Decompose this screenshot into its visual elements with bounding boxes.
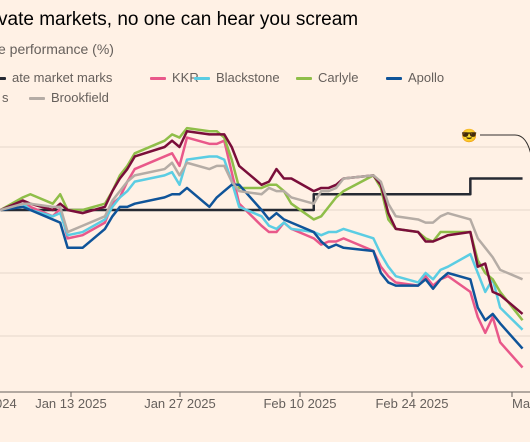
x-axis-ticks: 024 Jan 13 2025 Jan 27 2025 Feb 10 2025 Feb … [0, 392, 530, 411]
legend-swatch [29, 97, 45, 101]
annotation: 😎 [461, 128, 530, 153]
annotation-connector [480, 134, 530, 153]
x-tick-label: Jan 13 2025 [35, 396, 107, 411]
legend-item: Brookfield [29, 90, 109, 105]
legend-swatch [194, 77, 210, 81]
sunglasses-emoji: 😎 [461, 128, 477, 143]
x-tick-label: Feb 24 2025 [375, 396, 448, 411]
series-lines [0, 126, 524, 369]
x-tick-label: Feb 10 2025 [263, 396, 336, 411]
legend-label: Apollo [408, 70, 445, 85]
legend-label: s [2, 90, 9, 105]
legend-swatch [296, 77, 312, 81]
legend-item: ate market marks [0, 70, 112, 85]
legend-label: Brookfield [51, 90, 109, 105]
series-line [0, 136, 524, 369]
legend-label: Blackstone [216, 70, 280, 85]
legend-item: Blackstone [194, 70, 280, 85]
legend-swatch [0, 77, 6, 81]
legend-item: KKR [150, 70, 199, 85]
series-line [0, 183, 524, 350]
x-tick-label: 024 [0, 396, 17, 411]
chart-subtitle: e performance (%) [0, 41, 114, 57]
legend-label: KKR [172, 70, 199, 85]
x-tick-label: Mar 1 [512, 396, 530, 411]
legend-item: Apollo [386, 70, 444, 85]
x-tick-label: Jan 27 2025 [144, 396, 216, 411]
legend-swatch [386, 77, 402, 81]
series-line [0, 155, 524, 331]
series-line [0, 161, 524, 281]
legend-swatch [150, 77, 166, 81]
legend-item: s [0, 90, 9, 105]
legend-label: ate market marks [12, 70, 113, 85]
legend-label: Carlyle [318, 70, 359, 85]
chart-title: vate markets, no one can hear you scream [0, 9, 359, 30]
series-line [0, 130, 524, 315]
legend-item: Carlyle [296, 70, 358, 85]
